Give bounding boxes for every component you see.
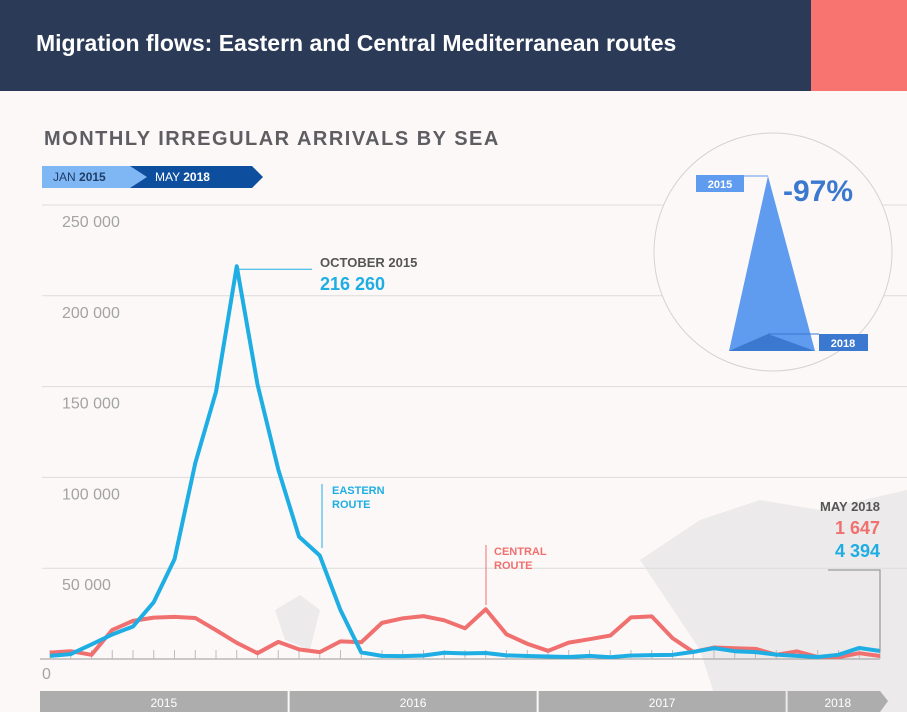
- latest-label: MAY 2018: [820, 499, 880, 514]
- decline-triangle: [729, 176, 815, 351]
- y-tick-label: 200 000: [62, 305, 120, 322]
- inset-from-label: 2015: [708, 179, 732, 191]
- range-to: MAY 2018: [130, 166, 263, 188]
- peak-value: 216 260: [320, 274, 385, 294]
- series-line-central: [49, 607, 881, 660]
- y-tick-label: 150 000: [62, 396, 120, 413]
- inset-to-badge: [819, 334, 868, 351]
- eastern-route-label: ROUTE: [332, 499, 371, 511]
- year-label: 2017: [649, 696, 676, 710]
- inset-from-badge: [696, 175, 744, 192]
- latest-central-value: 1 647: [835, 518, 880, 538]
- chart-title: MONTHLY IRREGULAR ARRIVALS BY SEA: [44, 128, 500, 150]
- y-tick-label: 250 000: [62, 214, 120, 231]
- y-tick-label: 50 000: [62, 577, 111, 594]
- header-accent: [811, 0, 907, 91]
- y-tick-label: 0: [42, 666, 51, 683]
- range-from: JAN 2015: [42, 166, 147, 188]
- year-band: [538, 691, 786, 712]
- year-band: [289, 691, 537, 712]
- inset-to-label: 2018: [831, 338, 855, 350]
- latest-leader: [828, 569, 881, 652]
- year-band: [787, 691, 888, 712]
- year-label: 2015: [150, 696, 177, 710]
- peak-label: OCTOBER 2015: [320, 255, 417, 270]
- latest-eastern-value: 4 394: [835, 541, 880, 561]
- decline-triangle-base: [729, 334, 815, 351]
- series-line-eastern: [49, 264, 881, 660]
- year-label: 2018: [824, 696, 851, 710]
- header: Migration flows: Eastern and Central Med…: [0, 0, 907, 91]
- central-route-label: CENTRAL: [494, 546, 547, 558]
- page-title: Migration flows: Eastern and Central Med…: [36, 30, 677, 56]
- year-label: 2016: [400, 696, 427, 710]
- percent-change: -97%: [783, 175, 853, 208]
- map-island: [275, 595, 320, 650]
- y-tick-label: 100 000: [62, 486, 120, 503]
- central-route-label: ROUTE: [494, 560, 533, 572]
- year-band: [40, 691, 288, 712]
- eastern-route-label: EASTERN: [332, 485, 385, 497]
